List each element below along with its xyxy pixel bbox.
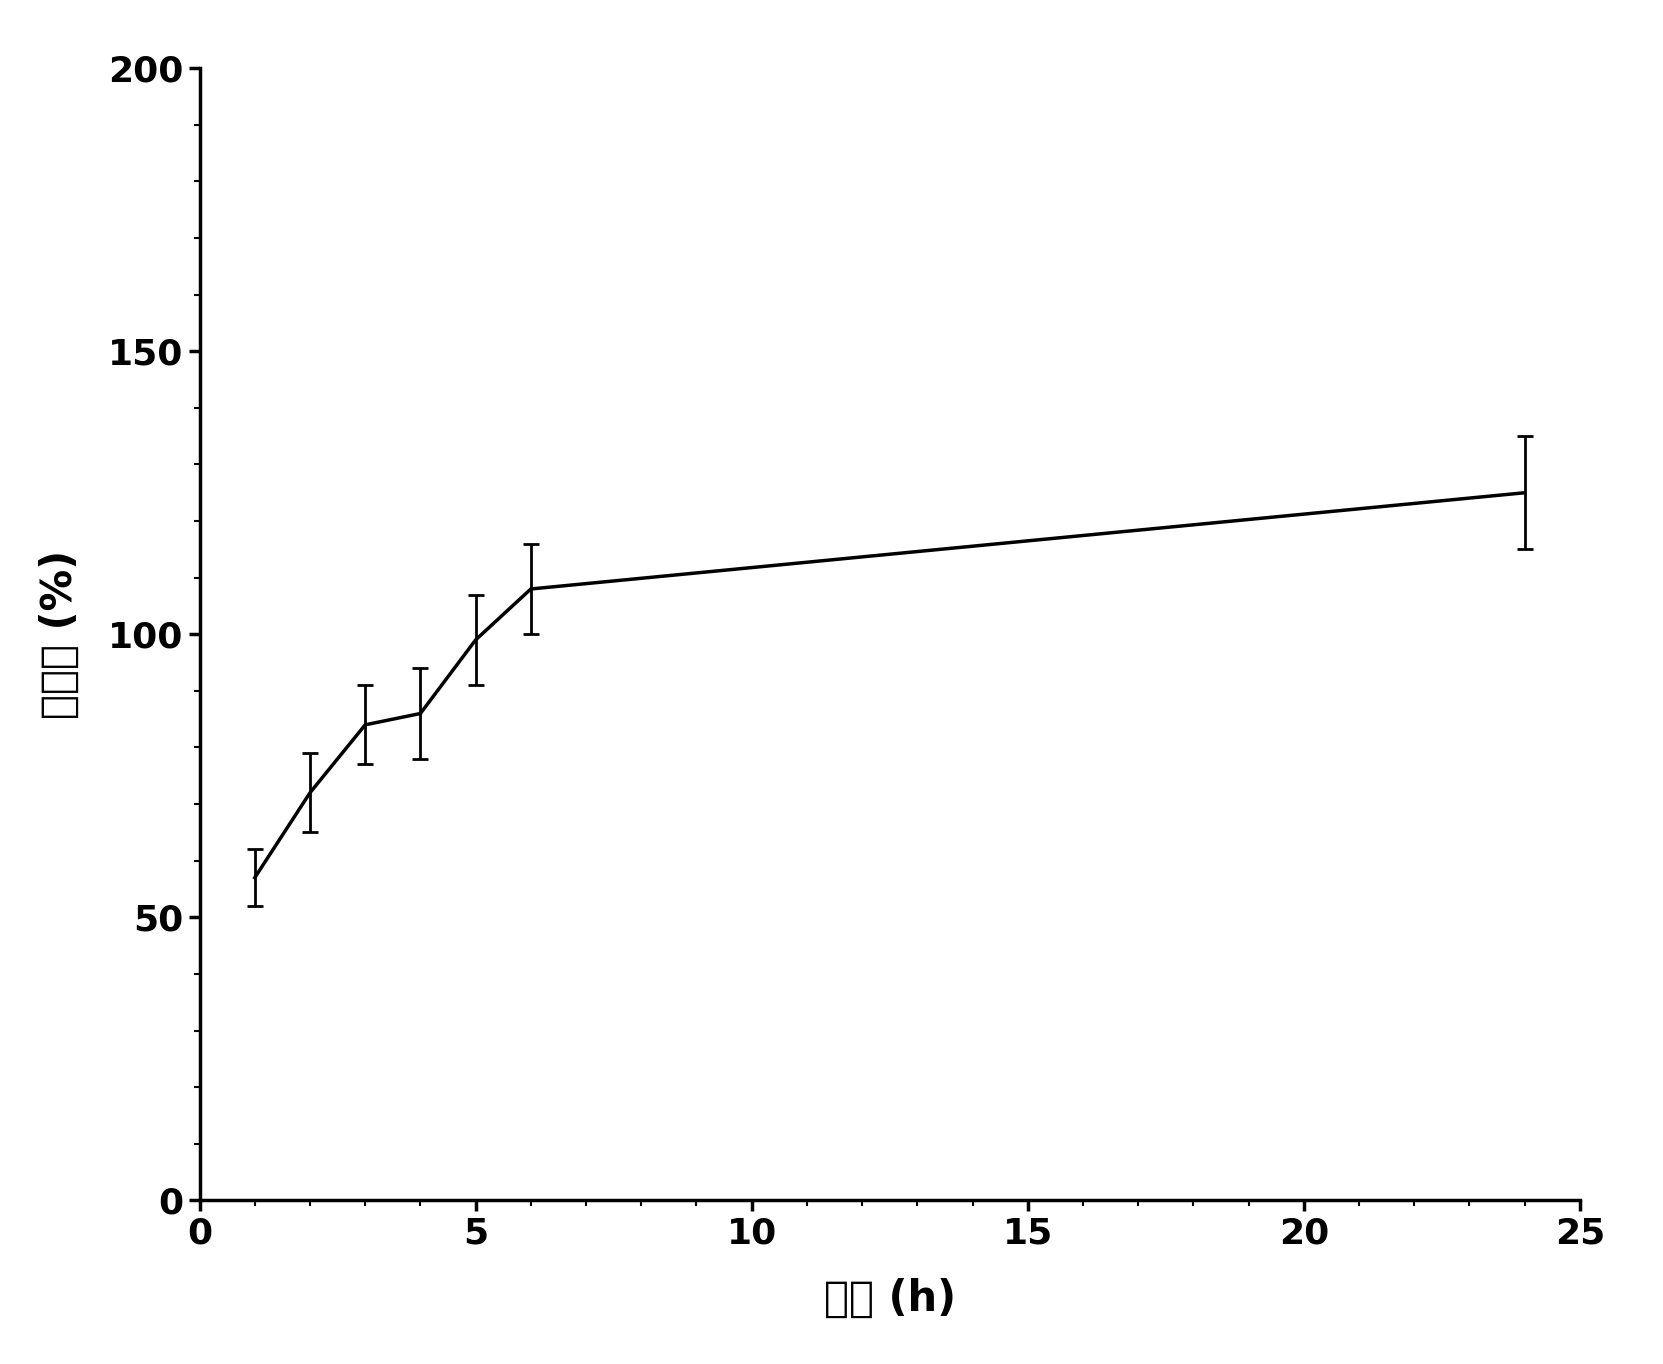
Y-axis label: 溶胀率 (%): 溶胀率 (%) [38,550,80,719]
X-axis label: 时间 (h): 时间 (h) [823,1278,956,1320]
